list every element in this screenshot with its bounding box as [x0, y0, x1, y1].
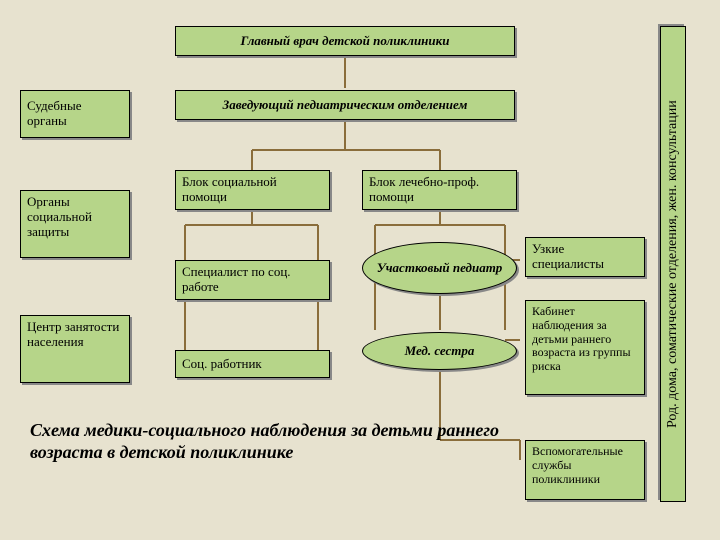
caption-text: Схема медики-социального наблюдения за д… — [30, 420, 499, 462]
node-label: Центр занятости населения — [27, 320, 123, 350]
sidebar-label: Род. дома, соматические отделения, жен. … — [665, 100, 681, 428]
node-social-block: Блок социальной помощи — [175, 170, 330, 210]
node-social-worker: Соц. работник — [175, 350, 330, 378]
node-label: Узкие специалисты — [532, 242, 638, 272]
node-social-specialist: Специалист по соц. работе — [175, 260, 330, 300]
node-judicial: Судебные органы — [20, 90, 130, 138]
node-label: Участковый педиатр — [377, 260, 503, 276]
node-label: Кабинет наблюдения за детьми раннего воз… — [532, 305, 638, 374]
node-label: Вспомогательные службы поликлиники — [532, 445, 638, 486]
node-pediatrician: Участковый педиатр — [362, 242, 517, 294]
node-label: Соц. работник — [182, 357, 262, 372]
node-observation-room: Кабинет наблюдения за детьми раннего воз… — [525, 300, 645, 395]
node-narrow-specialists: Узкие специалисты — [525, 237, 645, 277]
node-label: Мед. сестра — [405, 343, 475, 359]
node-label: Судебные органы — [27, 99, 123, 129]
sidebar-maternity: Род. дома, соматические отделения, жен. … — [660, 26, 686, 502]
node-nurse: Мед. сестра — [362, 332, 517, 370]
node-label: Блок лечебно-проф. помощи — [369, 175, 510, 205]
node-head-department: Заведующий педиатрическим отделением — [175, 90, 515, 120]
node-label: Специалист по соц. работе — [182, 265, 323, 295]
node-label: Заведующий педиатрическим отделением — [223, 98, 468, 113]
node-employment-center: Центр занятости населения — [20, 315, 130, 383]
node-label: Блок социальной помощи — [182, 175, 323, 205]
node-label: Органы социальной защиты — [27, 195, 123, 240]
diagram-caption: Схема медики-социального наблюдения за д… — [30, 420, 500, 463]
node-label: Главный врач детской поликлиники — [241, 34, 450, 49]
node-medical-block: Блок лечебно-проф. помощи — [362, 170, 517, 210]
node-support-services: Вспомогательные службы поликлиники — [525, 440, 645, 500]
node-social-protection: Органы социальной защиты — [20, 190, 130, 258]
node-chief-doctor: Главный врач детской поликлиники — [175, 26, 515, 56]
